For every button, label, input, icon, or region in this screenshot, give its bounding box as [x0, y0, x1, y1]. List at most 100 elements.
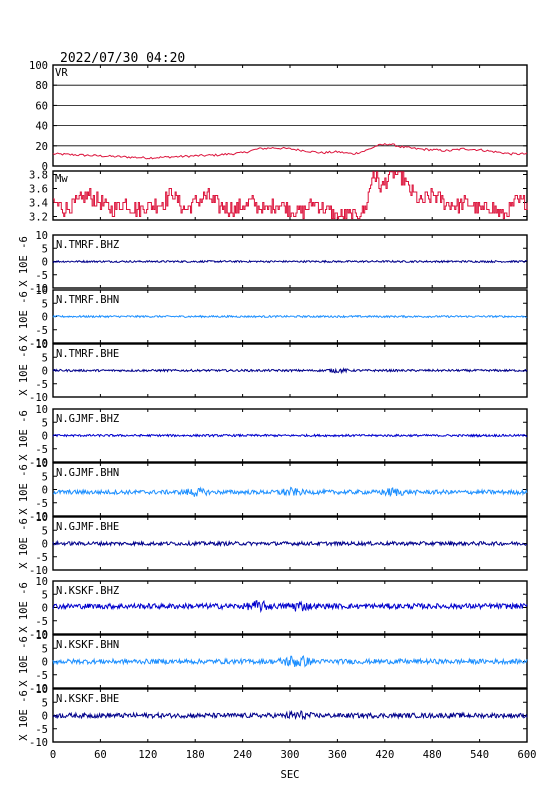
- station-label: N.GJMF.BHZ: [56, 413, 119, 425]
- y-tick-label: -10: [29, 283, 48, 295]
- x-tick-label: 540: [470, 749, 489, 761]
- y-tick-label: 5: [42, 352, 48, 364]
- x-tick-label: 420: [375, 749, 394, 761]
- station-label: N.KSKF.BHE: [56, 693, 119, 705]
- waveform-trace: [52, 314, 528, 319]
- y-tick-label: 5: [42, 525, 48, 537]
- x-tick-label: 360: [328, 749, 347, 761]
- x-tick-label: 0: [50, 749, 56, 761]
- x-tick-label: 120: [138, 749, 157, 761]
- y-tick-label: 3.8: [29, 170, 48, 182]
- y-tick-label: 0: [42, 485, 48, 497]
- x-tick-label: 480: [423, 749, 442, 761]
- y-tick-label: 10: [35, 576, 48, 588]
- y-tick-label: -5: [35, 270, 48, 282]
- waveform-trace: [52, 599, 528, 614]
- y-tick-label: -5: [35, 379, 48, 391]
- y-tick-label: -10: [29, 629, 48, 641]
- y-axis-label: X 10E -6: [18, 236, 30, 287]
- mw-series-line: [53, 171, 528, 220]
- y-tick-label: 3.4: [29, 198, 48, 210]
- station-label: N.TMRF.BHN: [56, 294, 119, 306]
- x-tick-label: 180: [186, 749, 205, 761]
- y-tick-label: 0: [42, 711, 48, 723]
- y-axis-label: X 10E -6: [18, 690, 30, 741]
- station-label: N.GJMF.BHN: [56, 467, 119, 479]
- y-tick-label: 0: [42, 366, 48, 378]
- y-tick-label: 0: [42, 431, 48, 443]
- y-tick-label: -10: [29, 338, 48, 350]
- x-tick-label: 300: [281, 749, 300, 761]
- y-tick-label: 0: [42, 161, 48, 173]
- y-tick-label: 5: [42, 298, 48, 310]
- y-axis-label: X 10E -6: [18, 410, 30, 461]
- y-tick-label: -5: [35, 724, 48, 736]
- y-tick-label: 40: [35, 121, 48, 133]
- y-tick-label: 5: [42, 471, 48, 483]
- y-axis-label: X 10E -6: [18, 518, 30, 569]
- station-label: N.GJMF.BHE: [56, 521, 119, 533]
- y-axis-label: X 10E -6: [18, 636, 30, 687]
- y-tick-label: 3.2: [29, 212, 48, 224]
- y-tick-label: 0: [42, 312, 48, 324]
- y-axis-label: X 10E -6: [18, 582, 30, 633]
- y-tick-label: 100: [29, 60, 48, 72]
- y-tick-label: 10: [35, 458, 48, 470]
- y-tick-label: 10: [35, 684, 48, 696]
- y-tick-label: -5: [35, 616, 48, 628]
- station-label: N.TMRF.BHE: [56, 348, 119, 360]
- waveform-trace: [52, 655, 528, 668]
- y-tick-label: -10: [29, 683, 48, 695]
- y-tick-label: 0: [42, 603, 48, 615]
- x-tick-label: 240: [233, 749, 252, 761]
- y-tick-label: 3.6: [29, 184, 48, 196]
- y-tick-label: -10: [29, 565, 48, 577]
- y-tick-label: 5: [42, 243, 48, 255]
- x-tick-label: 60: [94, 749, 107, 761]
- waveform-trace: [52, 486, 528, 498]
- y-tick-label: 5: [42, 643, 48, 655]
- vr-panel-label: VR: [55, 67, 68, 79]
- x-axis-label: SEC: [281, 769, 300, 781]
- station-label: N.KSKF.BHN: [56, 639, 119, 651]
- station-label: N.TMRF.BHZ: [56, 239, 119, 251]
- y-tick-label: 0: [42, 657, 48, 669]
- y-tick-label: 10: [35, 630, 48, 642]
- y-tick-label: -5: [35, 670, 48, 682]
- y-tick-label: -10: [29, 511, 48, 523]
- y-tick-label: -5: [35, 552, 48, 564]
- waveform-trace: [52, 709, 528, 721]
- vr-panel-frame: [52, 64, 528, 167]
- y-tick-label: -5: [35, 444, 48, 456]
- y-axis-label: X 10E -6: [18, 464, 30, 515]
- station-label: N.KSKF.BHZ: [56, 585, 119, 597]
- y-tick-label: 10: [35, 512, 48, 524]
- y-tick-label: 10: [35, 285, 48, 297]
- y-axis-label: X 10E -6: [18, 345, 30, 396]
- y-tick-label: -5: [35, 498, 48, 510]
- y-tick-label: 60: [35, 100, 48, 112]
- y-tick-label: 10: [35, 404, 48, 416]
- y-tick-label: 5: [42, 697, 48, 709]
- y-tick-label: 0: [42, 257, 48, 269]
- waveform-trace: [52, 539, 528, 548]
- y-tick-label: 80: [35, 80, 48, 92]
- x-tick-label: 600: [518, 749, 537, 761]
- y-axis-label: X 10E -6: [18, 291, 30, 342]
- y-tick-label: -10: [29, 737, 48, 749]
- y-tick-label: -10: [29, 392, 48, 404]
- waveform-trace: [52, 367, 528, 375]
- y-tick-label: 10: [35, 230, 48, 242]
- y-tick-label: 0: [42, 539, 48, 551]
- y-tick-label: -5: [35, 325, 48, 337]
- y-tick-label: -10: [29, 457, 48, 469]
- y-tick-label: 10: [35, 339, 48, 351]
- waveform-trace: [52, 433, 528, 438]
- y-tick-label: 5: [42, 417, 48, 429]
- y-tick-label: 20: [35, 141, 48, 153]
- waveform-trace: [52, 259, 528, 264]
- mw-panel-label: Mw: [55, 173, 68, 185]
